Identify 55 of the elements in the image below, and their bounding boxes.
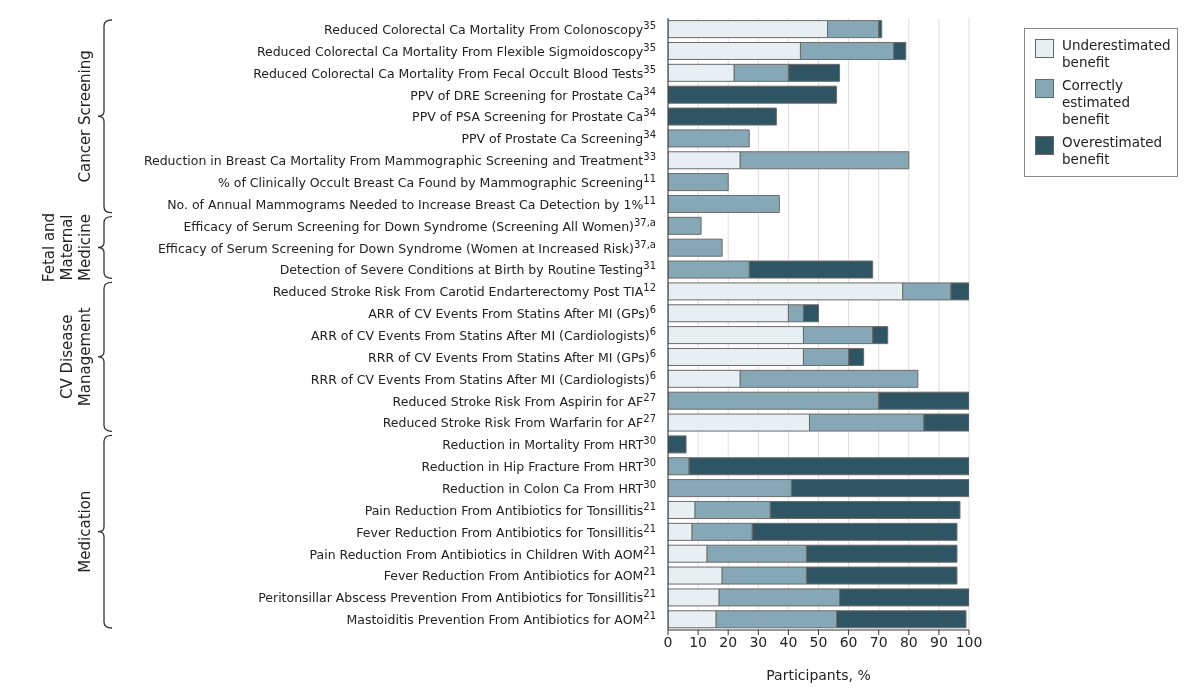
x-tick-label: 30 [749,633,768,650]
y-tick-label: Reduced Colorectal Ca Mortality From Flexible Sigmoidoscopy$^{35}$ [256,41,656,59]
y-tick-label: Efficacy of Serum Screening for Down Syndrome (Screening All Women)$^{37,a}$ [183,216,656,234]
y-tick-label: Reduced Stroke Risk From Aspirin for AF$^{27}$ [392,391,656,409]
y-tick-label: PPV of DRE Screening for Prostate Ca$^{34}$ [410,85,656,103]
y-tick-label: Pain Reduction From Antibiotics in Children With AOM$^{21}$ [309,544,656,562]
x-tick-label: 10 [689,633,708,650]
legend-label: Underestimated benefit [1062,37,1171,71]
x-tick-label: 0 [663,633,673,650]
y-tick-label: RRR of CV Events From Statins After MI (Cardiologists)$^{6}$ [310,369,656,387]
y-tick-label: Reduced Colorectal Ca Mortality From Colonoscopy$^{35}$ [324,19,656,37]
x-tick-label: 50 [809,633,828,650]
bar [668,238,723,257]
x-tick-label: 60 [839,633,858,650]
y-tick-label: PPV of PSA Screening for Prostate Ca$^{34}$ [412,106,656,125]
y-tick-label: No. of Annual Mammograms Needed to Increase Breast Ca Detection by 1%$^{11}$ [167,194,656,212]
legend-label: Overestimated benefit [1062,134,1164,168]
text: CV Disease Management [58,307,94,407]
text: Fetal and Maternal Medicine [40,212,94,283]
y-tick-label: ARR of CV Events From Statins After MI (Cardiologists)$^{6}$ [310,325,656,343]
y-tick-label: Fever Reduction From Antibiotics for Tonsillitis$^{21}$ [356,522,656,540]
bar [668,173,729,192]
legend-label: Correctly estimated benefit [1062,77,1131,128]
y-tick-label: Reduction in Breast Ca Mortality From Mammographic Screening and Treatment$^{33}$ [143,150,656,169]
text: Medication [76,490,94,573]
y-tick-label: Reduction in Colon Ca From HRT$^{30}$ [441,478,656,496]
x-tick-label: 80 [899,633,918,650]
bar [668,216,702,235]
y-tick-label: Mastoiditis Prevention From Antibiotics for AOM$^{21}$ [346,609,656,628]
y-tick-label: % of Clinically Occult Breast Ca Found by Mammographic Screening$^{11}$ [217,172,656,190]
y-tick-label: Reduction in Mortality From HRT$^{30}$ [442,434,656,453]
x-tick-label: 20 [719,633,738,650]
x-axis-title: Participants, % [766,667,871,683]
y-tick-label: RRR of CV Events From Statins After MI (GPs)$^{6}$ [368,347,656,365]
y-tick-label: Detection of Severe Conditions at Birth by Routine Testing$^{31}$ [279,259,656,278]
y-tick-label: PPV of Prostate Ca Screening$^{34}$ [461,128,656,147]
y-tick-label: Reduced Stroke Risk From Carotid Endarterectomy Post TIA$^{12}$ [272,281,656,300]
bar [668,85,838,104]
y-tick-label: ARR of CV Events From Statins After MI (GPs)$^{6}$ [368,303,656,322]
y-tick-label: Fever Reduction From Antibiotics for AOM$^{21}$ [383,565,656,584]
y-tick-label: Reduction in Hip Fracture From HRT$^{30}$ [421,456,656,475]
x-tick-label: 90 [929,633,948,650]
x-tick-label: 70 [869,633,888,650]
bar [668,107,777,126]
y-tick-label: Pain Reduction From Antibiotics for Tonsillitis$^{21}$ [364,500,656,518]
x-tick-label: 100 [955,633,983,650]
y-tick-label: Reduced Stroke Risk From Warfarin for AF$^{27}$ [382,412,656,431]
text: Cancer Screening [76,50,94,183]
bar [668,129,750,148]
y-tick-label: Efficacy of Serum Screening for Down Syndrome (Women at Increased Risk)$^{37,a}$ [157,238,656,256]
x-tick-label: 40 [779,633,798,650]
y-tick-label: Peritonsillar Abscess Prevention From Antibiotics for Tonsillitis$^{21}$ [258,587,656,606]
y-tick-label: Reduced Colorectal Ca Mortality From Fecal Occult Blood Tests$^{35}$ [253,63,656,81]
bar [668,435,687,454]
bar [668,194,780,213]
